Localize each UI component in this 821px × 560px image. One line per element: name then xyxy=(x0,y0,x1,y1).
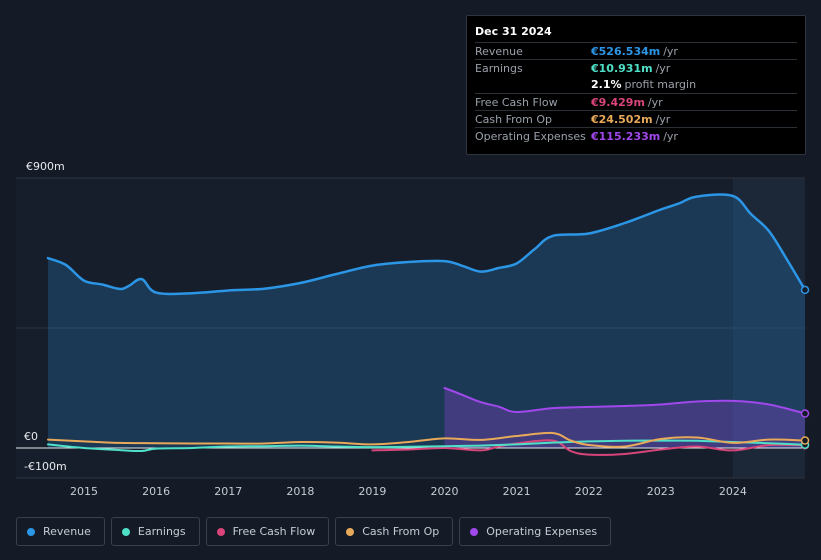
tooltip-row-value: €10.931m xyxy=(591,61,653,75)
legend-dot-icon xyxy=(27,527,35,536)
tooltip-row: Earnings €10.931m/yr xyxy=(475,59,797,76)
y-tick-label-min: -€100m xyxy=(24,460,67,473)
tooltip-row-unit: profit margin xyxy=(624,78,697,91)
series-area-revenue xyxy=(48,194,805,448)
tooltip-date: Dec 31 2024 xyxy=(475,25,552,38)
x-tick-label: 2016 xyxy=(142,485,170,498)
x-tick-label: 2023 xyxy=(647,485,675,498)
tooltip-row-label: Operating Expenses xyxy=(475,129,586,143)
legend-item-revenue[interactable]: Revenue xyxy=(16,517,105,546)
tooltip-row-unit: /yr xyxy=(655,61,671,75)
tooltip-row-value: €526.534m xyxy=(591,44,661,58)
tooltip-row: Operating Expenses €115.233m/yr xyxy=(475,127,797,144)
legend-item-cash-from-op[interactable]: Cash From Op xyxy=(335,517,454,546)
tooltip-row-value: 2.1% xyxy=(591,78,622,91)
x-tick-label: 2022 xyxy=(575,485,603,498)
x-tick-label: 2021 xyxy=(503,485,531,498)
series-line-cash_from_op xyxy=(47,431,806,448)
x-tick-label: 2020 xyxy=(431,485,459,498)
tooltip-row: Cash From Op €24.502m/yr xyxy=(475,110,797,127)
tooltip-row-label: Cash From Op xyxy=(475,112,553,126)
tooltip-row-unit: /yr xyxy=(655,112,671,126)
y-tick-label-max: €900m xyxy=(26,160,65,173)
legend-label: Revenue xyxy=(43,525,91,538)
tooltip-row-label: Revenue xyxy=(475,44,523,58)
tooltip-row-unit: /yr xyxy=(663,44,678,58)
chart-legend: Revenue Earnings Free Cash Flow Cash From O… xyxy=(16,517,612,546)
series-endpoint-cash_from_op xyxy=(800,436,810,445)
tooltip-row-value: €24.502m xyxy=(591,112,653,126)
legend-label: Earnings xyxy=(137,525,186,538)
tooltip-row-label: Earnings xyxy=(475,61,523,75)
x-tick-label: 2017 xyxy=(214,485,242,498)
legend-dot-icon xyxy=(216,527,225,536)
series-line-earnings xyxy=(47,439,806,453)
y-tick-label-zero: €0 xyxy=(24,430,38,443)
tooltip-rows: Revenue €526.534m/yr Earnings €10.931m/yr 2.… xyxy=(475,42,797,144)
legend-label: Cash From Op xyxy=(362,525,440,538)
legend-dot-icon xyxy=(121,527,130,536)
tooltip-row: Free Cash Flow €9.429m/yr xyxy=(475,93,797,110)
data-tooltip: Dec 31 2024 Revenue €526.534m/yr Earnings €… xyxy=(466,15,806,155)
legend-dot-icon xyxy=(470,527,479,536)
series-line-free_cash_flow xyxy=(371,439,806,456)
series-endpoint-revenue xyxy=(800,285,810,295)
tooltip-row-label: Free Cash Flow xyxy=(475,95,558,109)
series-line-operating_expenses xyxy=(443,387,806,415)
tooltip-row: 2.1% profit margin xyxy=(475,76,797,93)
x-tick-label: 2015 xyxy=(70,485,98,498)
x-tick-label: 2019 xyxy=(358,485,386,498)
tooltip-row: Revenue €526.534m/yr xyxy=(475,42,797,59)
series-line-revenue xyxy=(46,193,807,296)
legend-label: Free Cash Flow xyxy=(232,525,316,538)
series-endpoint-operating_expenses xyxy=(800,409,810,418)
tooltip-row-unit: /yr xyxy=(647,95,663,109)
legend-label: Operating Expenses xyxy=(486,525,598,538)
legend-item-free-cash-flow[interactable]: Free Cash Flow xyxy=(205,517,330,546)
tooltip-row-unit: /yr xyxy=(663,129,678,143)
tooltip-row-value: €115.233m xyxy=(591,129,661,143)
x-tick-label: 2024 xyxy=(719,485,747,498)
legend-item-operating-expenses[interactable]: Operating Expenses xyxy=(459,517,612,546)
legend-item-earnings[interactable]: Earnings xyxy=(110,517,200,546)
tooltip-row-value: €9.429m xyxy=(591,95,645,109)
legend-dot-icon xyxy=(346,527,355,536)
x-tick-label: 2018 xyxy=(286,485,314,498)
